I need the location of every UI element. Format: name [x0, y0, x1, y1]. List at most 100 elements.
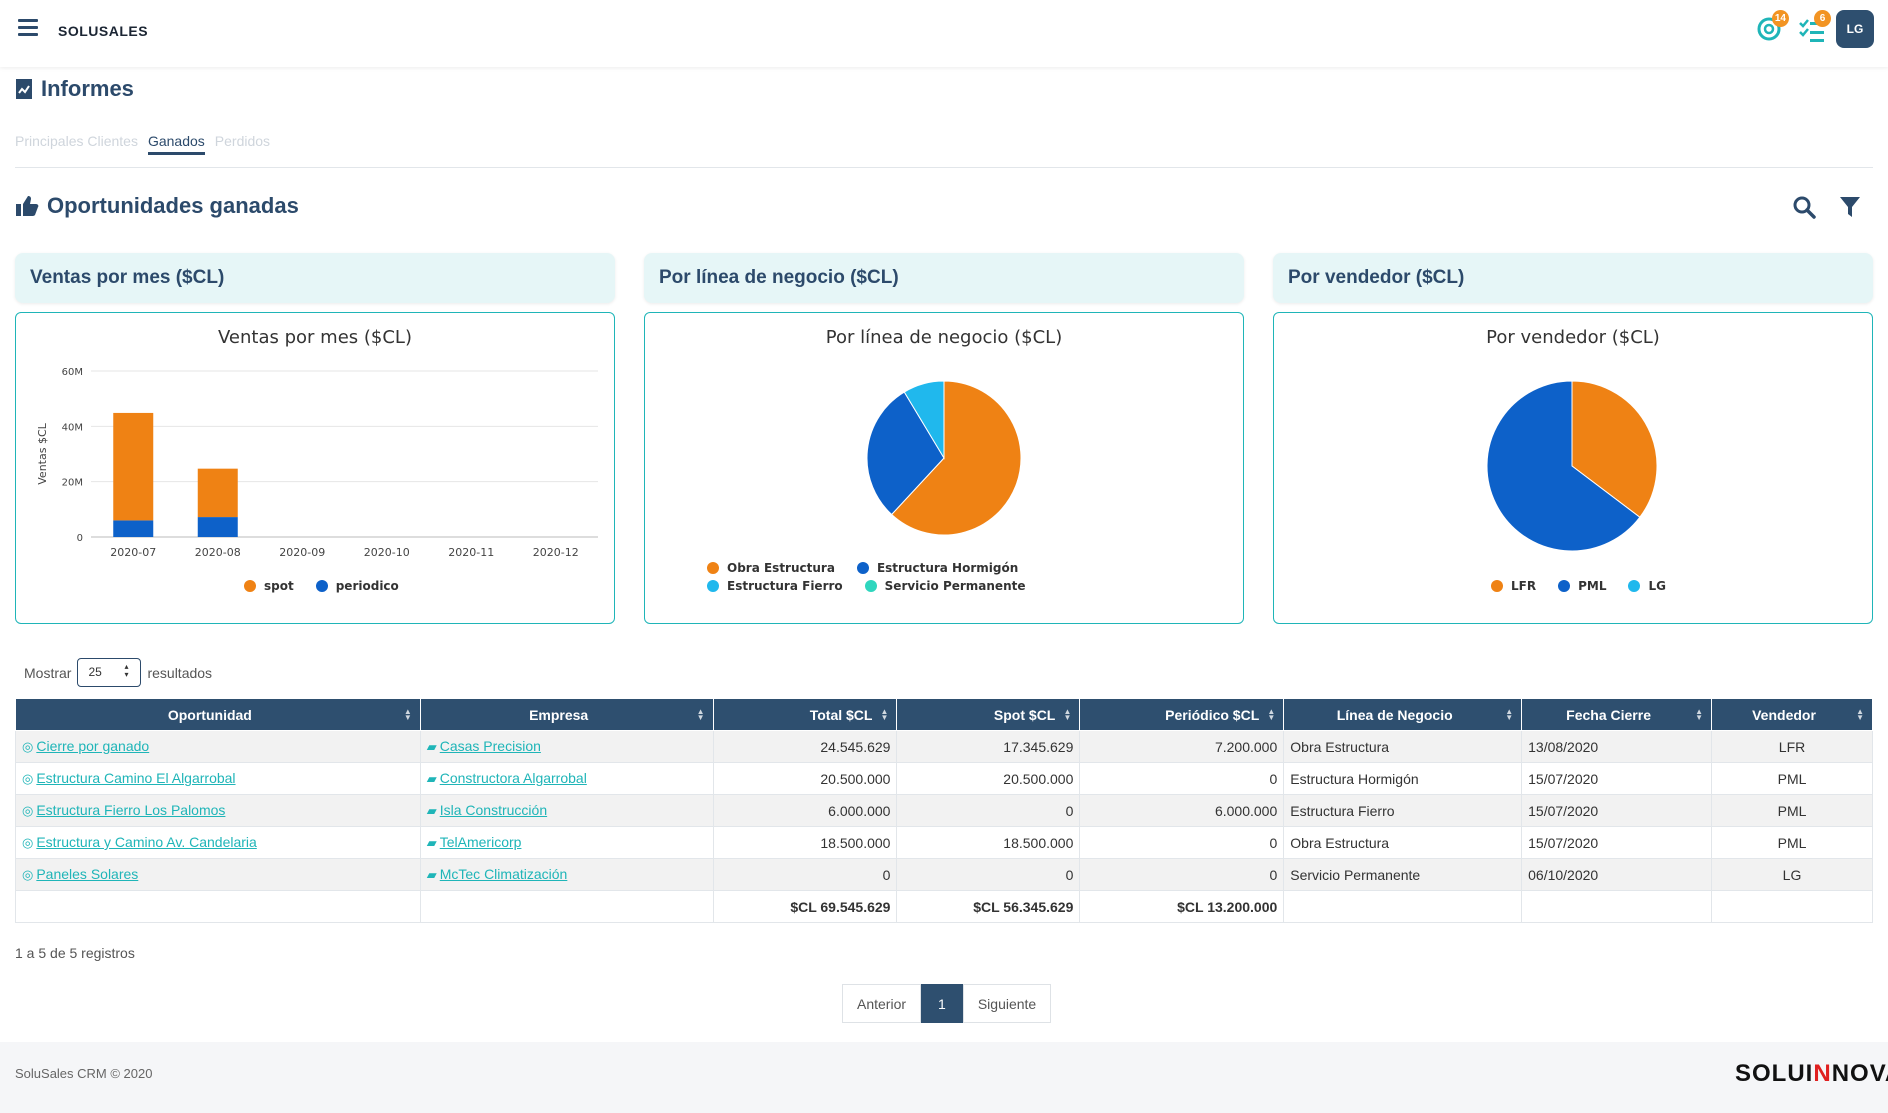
- y-axis-label: Ventas $CL: [36, 422, 49, 484]
- business-line-cell: Estructura Fierro: [1283, 794, 1523, 827]
- page-length-select[interactable]: 25: [77, 658, 142, 687]
- pie-slice[interactable]: [866, 391, 945, 516]
- legend-item[interactable]: PML: [1558, 579, 1606, 593]
- pagination: Anterior 1 Siguiente: [842, 984, 1052, 1023]
- user-avatar[interactable]: LG: [1836, 10, 1874, 48]
- thumbs-up-icon: [16, 196, 39, 216]
- total-cell: $CL 13.200.000: [1079, 890, 1285, 923]
- table-row[interactable]: ◎ Estructura Camino El Algarrobal ▰ Constru…: [15, 762, 1873, 795]
- total-cell: $CL 56.345.629: [896, 890, 1081, 923]
- column-header[interactable]: Vendedor ▲ ▼: [1711, 698, 1873, 731]
- footer: SoluSales CRM © 2020 SOLUINNOVA: [0, 1042, 1888, 1113]
- bar-spot[interactable]: [113, 412, 154, 521]
- pie-chart-linea: [866, 380, 1022, 536]
- column-header[interactable]: Empresa ▲ ▼: [419, 698, 714, 731]
- brand-logo[interactable]: SOLUSALES: [58, 23, 149, 39]
- column-header[interactable]: Oportunidad ▲ ▼: [15, 698, 421, 731]
- totals-row: $CL 69.545.629 $CL 56.345.629 $CL 13.200.0…: [15, 890, 1873, 923]
- pie-slice[interactable]: [903, 380, 945, 460]
- tab-perdidos[interactable]: Perdidos: [214, 133, 271, 149]
- column-header[interactable]: Spot $CL ▲ ▼: [896, 698, 1081, 731]
- bar-periodico[interactable]: [113, 520, 154, 537]
- pagination-next[interactable]: Siguiente: [962, 984, 1052, 1023]
- seller-cell: LG: [1711, 858, 1873, 891]
- search-icon[interactable]: [1792, 195, 1816, 219]
- menu-icon[interactable]: [18, 19, 38, 37]
- total-cell: 24.545.629: [712, 730, 898, 763]
- company-link[interactable]: TelAmericorp: [439, 834, 522, 850]
- table-cell: ◎ Paneles Solares: [15, 858, 421, 891]
- column-header[interactable]: Total $CL ▲ ▼: [712, 698, 898, 731]
- opportunity-link[interactable]: Estructura Camino El Algarrobal: [36, 770, 236, 786]
- top-bar: SOLUSALES 14 6 LG: [0, 0, 1888, 67]
- x-tick-label: 2020-08: [195, 546, 241, 559]
- y-tick-label: 40M: [62, 422, 83, 433]
- pie-slice[interactable]: [1486, 380, 1641, 552]
- legend-item[interactable]: Servicio Permanente: [864, 579, 1026, 593]
- pie-slice[interactable]: [1571, 380, 1658, 518]
- target-icon: ◎: [22, 739, 34, 754]
- bar-periodico[interactable]: [197, 517, 238, 537]
- legend-item[interactable]: Estructura Fierro: [707, 579, 843, 593]
- tabs-divider: [15, 167, 1873, 168]
- legend-item[interactable]: Obra Estructura: [707, 561, 835, 575]
- results-label: resultados: [147, 664, 213, 681]
- business-line-cell: Estructura Hormigón: [1283, 762, 1523, 795]
- table-info: 1 a 5 de 5 registros: [15, 945, 135, 961]
- pagination-prev[interactable]: Anterior: [842, 984, 922, 1023]
- table-row[interactable]: ◎ Estructura y Camino Av. Candelaria ▰ TelA…: [15, 826, 1873, 859]
- table-row[interactable]: ◎ Paneles Solares ▰ McTec Climatización 0 0 0 S…: [15, 858, 1873, 891]
- table-cell: ▰ Isla Construcción: [419, 794, 714, 827]
- company-link[interactable]: Casas Precision: [439, 738, 541, 754]
- report-tabs: Principales Clientes Ganados Perdidos: [15, 133, 270, 155]
- chart-card-vendedor: Por vendedor ($CL) LFR PML LG: [1273, 312, 1873, 624]
- table-body: ◎ Cierre por ganado ▰ Casas Precision 24.545…: [15, 730, 1873, 923]
- bar-spot[interactable]: [197, 468, 238, 518]
- opportunity-link[interactable]: Estructura Fierro Los Palomos: [36, 802, 226, 818]
- tasks-icon[interactable]: 6: [1797, 10, 1831, 44]
- periodic-cell: 0: [1079, 762, 1285, 795]
- section-title-text: Oportunidades ganadas: [47, 193, 299, 218]
- y-tick-label: 0: [77, 533, 83, 544]
- briefcase-icon: ▰: [426, 739, 437, 754]
- briefcase-icon: ▰: [426, 803, 437, 818]
- legend-item[interactable]: periodico: [315, 579, 399, 593]
- close-date-cell: 15/07/2020: [1521, 762, 1713, 795]
- empty-cell: [419, 890, 714, 923]
- target-icon: ◎: [22, 867, 34, 882]
- opportunity-link[interactable]: Estructura y Camino Av. Candelaria: [36, 834, 257, 850]
- page-title: Informes: [15, 76, 134, 102]
- tab-ganados[interactable]: Ganados: [147, 133, 205, 155]
- spot-cell: 0: [896, 794, 1081, 827]
- opportunity-link[interactable]: Paneles Solares: [36, 866, 139, 882]
- opportunity-link[interactable]: Cierre por ganado: [36, 738, 150, 754]
- business-line-cell: Obra Estructura: [1283, 730, 1523, 763]
- company-link[interactable]: McTec Climatización: [439, 866, 568, 882]
- column-header[interactable]: Línea de Negocio ▲ ▼: [1283, 698, 1523, 731]
- total-cell: 6.000.000: [712, 794, 898, 827]
- legend-item[interactable]: LFR: [1491, 579, 1536, 593]
- table-cell: ▰ Constructora Algarrobal: [419, 762, 714, 795]
- company-link[interactable]: Constructora Algarrobal: [439, 770, 587, 786]
- footer-copyright: SoluSales CRM © 2020: [15, 1066, 153, 1081]
- tab-principales-clientes[interactable]: Principales Clientes: [15, 133, 138, 149]
- table-row[interactable]: ◎ Cierre por ganado ▰ Casas Precision 24.545…: [15, 730, 1873, 763]
- table-cell: ◎ Estructura Camino El Algarrobal: [15, 762, 421, 795]
- notifications-icon[interactable]: 14: [1755, 10, 1789, 44]
- legend-item[interactable]: Estructura Hormigón: [856, 561, 1018, 575]
- legend-item[interactable]: spot: [244, 579, 294, 593]
- seller-cell: PML: [1711, 826, 1873, 859]
- close-date-cell: 13/08/2020: [1521, 730, 1713, 763]
- table-row[interactable]: ◎ Estructura Fierro Los Palomos ▰ Isla Cons…: [15, 794, 1873, 827]
- pie-slice[interactable]: [890, 380, 1022, 536]
- legend-item[interactable]: LG: [1628, 579, 1666, 593]
- close-date-cell: 15/07/2020: [1521, 826, 1713, 859]
- column-header[interactable]: Fecha Cierre ▲ ▼: [1521, 698, 1713, 731]
- company-link[interactable]: Isla Construcción: [439, 802, 548, 818]
- column-header[interactable]: Periódico $CL ▲ ▼: [1079, 698, 1285, 731]
- seller-cell: PML: [1711, 794, 1873, 827]
- business-line-cell: Servicio Permanente: [1283, 858, 1523, 891]
- card-header-vendedor: Por vendedor ($CL): [1273, 253, 1873, 303]
- filter-icon[interactable]: [1838, 195, 1862, 219]
- pagination-page[interactable]: 1: [921, 984, 963, 1023]
